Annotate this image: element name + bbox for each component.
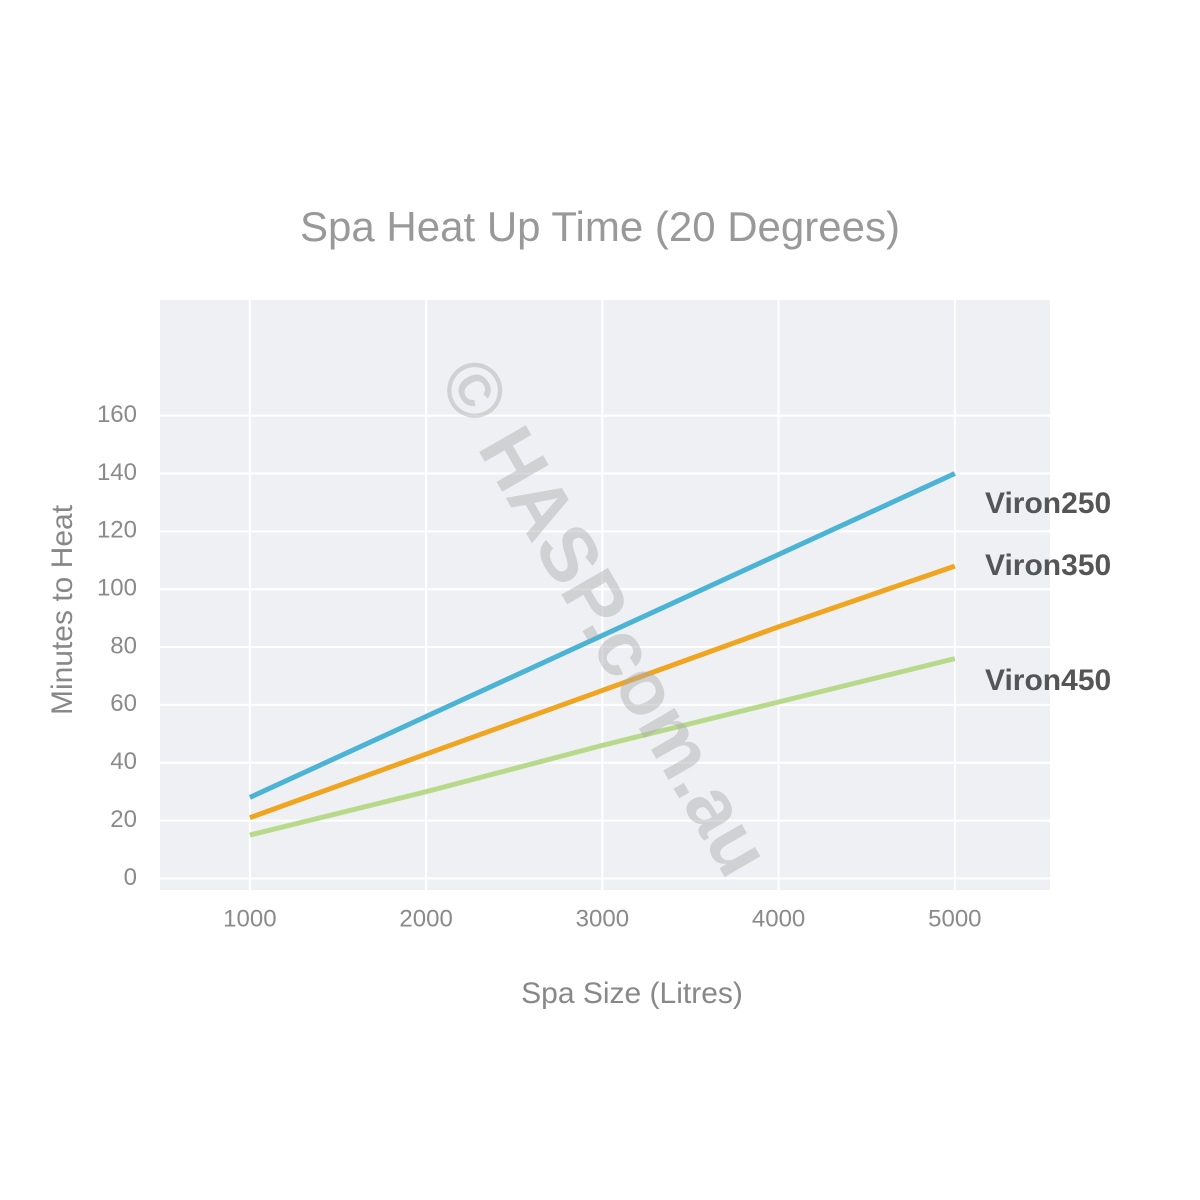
x-axis-label: Spa Size (Litres) [521,977,743,1010]
chart-title: Spa Heat Up Time (20 Degrees) [300,203,900,250]
y-tick-label: 20 [110,806,137,833]
y-tick-label: 40 [110,748,137,775]
x-tick-label: 3000 [576,905,629,932]
x-tick-label: 1000 [223,905,276,932]
series-label: Viron450 [985,664,1111,697]
y-tick-label: 120 [97,517,137,544]
x-tick-label: 2000 [399,905,452,932]
y-tick-label: 80 [110,632,137,659]
series-line [249,656,956,838]
y-tick-label: 100 [97,575,137,602]
series-label: Viron250 [985,487,1111,520]
y-tick-label: 140 [97,459,137,486]
series-label: Viron350 [985,549,1111,582]
x-tick-label: 5000 [928,905,981,932]
y-tick-label: 60 [110,690,137,717]
series-line [249,563,956,821]
y-axis-label: Minutes to Heat [46,504,79,715]
y-tick-label: 0 [124,864,137,891]
x-tick-label: 4000 [752,905,805,932]
y-tick-label: 160 [97,401,137,428]
plot: 0 20 40 60 80 100 120 140 160 1000 2000 3000 4000 500… [97,300,1111,932]
series-line [248,471,956,800]
plot-area [160,300,1050,890]
